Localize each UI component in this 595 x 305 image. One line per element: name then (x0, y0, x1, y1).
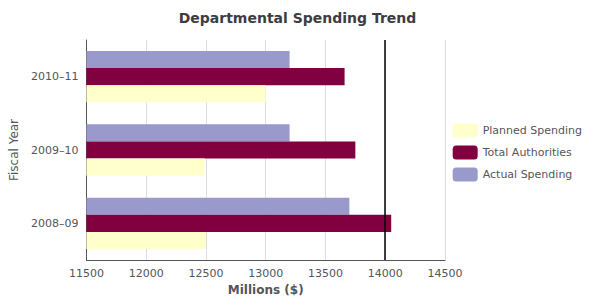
svg-text:11500: 11500 (69, 267, 104, 280)
svg-text:2009–10: 2009–10 (31, 144, 79, 157)
svg-text:2010–11: 2010–11 (31, 70, 79, 83)
svg-text:Planned Spending: Planned Spending (483, 124, 582, 137)
svg-text:2008–09: 2008–09 (31, 217, 79, 230)
svg-text:Actual Spending: Actual Spending (483, 168, 573, 181)
svg-text:Millions ($): Millions ($) (228, 283, 304, 297)
svg-text:14500: 14500 (428, 267, 463, 280)
svg-text:14000: 14000 (368, 267, 403, 280)
svg-text:12500: 12500 (188, 267, 223, 280)
svg-text:Fiscal Year: Fiscal Year (7, 119, 21, 181)
svg-text:Total Authorities: Total Authorities (482, 146, 572, 159)
svg-text:Departmental Spending Trend: Departmental Spending Trend (179, 10, 417, 26)
svg-text:13500: 13500 (308, 267, 343, 280)
svg-text:12000: 12000 (129, 267, 164, 280)
svg-text:13000: 13000 (248, 267, 283, 280)
